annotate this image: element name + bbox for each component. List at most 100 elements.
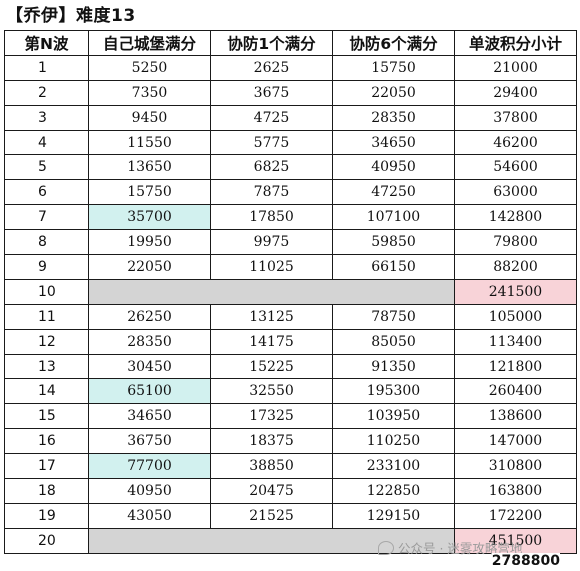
assist1-cell: 17325 bbox=[210, 403, 333, 430]
own-castle-cell: 30450 bbox=[88, 353, 211, 380]
wave-cell: 12 bbox=[4, 328, 89, 355]
sheet-title: 【乔伊】难度13 bbox=[6, 6, 136, 26]
wave-cell: 8 bbox=[4, 229, 89, 256]
table-row: 14 65100 32550 195300 260400 bbox=[4, 378, 577, 405]
wechat-icon bbox=[378, 541, 394, 555]
watermark: 公众号 · 迷雾攻略营地 bbox=[378, 538, 522, 557]
table-row: 12 28350 14175 85050 113400 bbox=[4, 328, 577, 355]
table-row: 16 36750 18375 110250 147000 bbox=[4, 428, 577, 455]
assist6-cell: 28350 bbox=[332, 104, 455, 131]
header-subtotal: 单波积分小计 bbox=[454, 30, 577, 56]
own-castle-cell: 65100 bbox=[88, 378, 211, 405]
header-row: 第N波 自己城堡满分 协防1个满分 协防6个满分 单波积分小计 bbox=[4, 30, 577, 56]
assist6-cell: 122850 bbox=[332, 478, 455, 504]
own-castle-cell: 7350 bbox=[88, 79, 211, 106]
table-row: 18 40950 20475 122850 163800 bbox=[4, 478, 577, 504]
watermark-text: 公众号 · 迷雾攻略营地 bbox=[398, 541, 523, 556]
assist6-cell: 91350 bbox=[332, 353, 455, 380]
subtotal-cell: 241500 bbox=[454, 278, 577, 305]
table-row: 19 43050 21525 129150 172200 bbox=[4, 502, 577, 529]
subtotal-cell: 46200 bbox=[454, 129, 577, 156]
assist6-cell: 78750 bbox=[332, 303, 455, 330]
assist6-cell: 233100 bbox=[332, 453, 455, 480]
own-castle-cell: 28350 bbox=[88, 328, 211, 355]
subtotal-cell: 142800 bbox=[454, 204, 577, 231]
assist6-cell: 40950 bbox=[332, 154, 455, 181]
assist1-cell: 3675 bbox=[210, 79, 333, 106]
table-row: 2 7350 3675 22050 29400 bbox=[4, 79, 577, 106]
table-row: 5 13650 6825 40950 54600 bbox=[4, 154, 577, 181]
assist1-cell: 9975 bbox=[210, 229, 333, 256]
assist1-cell: 6825 bbox=[210, 154, 333, 181]
wave-cell: 9 bbox=[4, 254, 89, 280]
subtotal-cell: 121800 bbox=[454, 353, 577, 380]
wave-cell: 17 bbox=[4, 453, 89, 480]
header-assist-6: 协防6个满分 bbox=[332, 30, 455, 56]
subtotal-cell: 54600 bbox=[454, 154, 577, 181]
assist6-cell: 107100 bbox=[332, 204, 455, 231]
own-castle-cell: 15750 bbox=[88, 179, 211, 206]
own-castle-cell: 77700 bbox=[88, 453, 211, 480]
score-table: 第N波 自己城堡满分 协防1个满分 协防6个满分 单波积分小计 1 5250 262… bbox=[4, 30, 577, 554]
assist6-cell: 85050 bbox=[332, 328, 455, 355]
header-wave: 第N波 bbox=[4, 30, 89, 56]
assist1-cell: 17850 bbox=[210, 204, 333, 231]
wave-cell: 16 bbox=[4, 428, 89, 455]
assist1-cell: 7875 bbox=[210, 179, 333, 206]
grand-total: 2788800 bbox=[491, 553, 560, 569]
wave-cell: 5 bbox=[4, 154, 89, 181]
subtotal-cell: 21000 bbox=[454, 54, 577, 81]
assist1-cell: 2625 bbox=[210, 54, 333, 81]
own-castle-cell: 35700 bbox=[88, 204, 211, 231]
subtotal-cell: 138600 bbox=[454, 403, 577, 430]
assist6-cell: 103950 bbox=[332, 403, 455, 430]
wave-cell: 10 bbox=[4, 278, 89, 305]
table-row: 15 34650 17325 103950 138600 bbox=[4, 403, 577, 430]
own-castle-cell: 43050 bbox=[88, 502, 211, 529]
wave-cell: 2 bbox=[4, 79, 89, 106]
merged-empty-cell bbox=[88, 278, 455, 305]
subtotal-cell: 79800 bbox=[454, 229, 577, 256]
table-row: 9 22050 11025 66150 88200 bbox=[4, 254, 577, 280]
assist6-cell: 47250 bbox=[332, 179, 455, 206]
own-castle-cell: 22050 bbox=[88, 254, 211, 280]
wave-cell: 4 bbox=[4, 129, 89, 156]
subtotal-cell: 88200 bbox=[454, 254, 577, 280]
assist6-cell: 59850 bbox=[332, 229, 455, 256]
assist1-cell: 32550 bbox=[210, 378, 333, 405]
subtotal-cell: 113400 bbox=[454, 328, 577, 355]
table-row: 7 35700 17850 107100 142800 bbox=[4, 204, 577, 231]
wave-cell: 14 bbox=[4, 378, 89, 405]
own-castle-cell: 34650 bbox=[88, 403, 211, 430]
own-castle-cell: 13650 bbox=[88, 154, 211, 181]
header-own-castle: 自己城堡满分 bbox=[88, 30, 211, 56]
wave-cell: 7 bbox=[4, 204, 89, 231]
own-castle-cell: 40950 bbox=[88, 478, 211, 504]
wave-cell: 6 bbox=[4, 179, 89, 206]
assist6-cell: 110250 bbox=[332, 428, 455, 455]
assist6-cell: 129150 bbox=[332, 502, 455, 529]
subtotal-cell: 147000 bbox=[454, 428, 577, 455]
wave-cell: 13 bbox=[4, 353, 89, 380]
assist1-cell: 21525 bbox=[210, 502, 333, 529]
subtotal-cell: 172200 bbox=[454, 502, 577, 529]
subtotal-cell: 105000 bbox=[454, 303, 577, 330]
own-castle-cell: 19950 bbox=[88, 229, 211, 256]
own-castle-cell: 5250 bbox=[88, 54, 211, 81]
wave-cell: 15 bbox=[4, 403, 89, 430]
table-row: 6 15750 7875 47250 63000 bbox=[4, 179, 577, 206]
own-castle-cell: 26250 bbox=[88, 303, 211, 330]
table-row: 8 19950 9975 59850 79800 bbox=[4, 229, 577, 256]
subtotal-cell: 451500 bbox=[454, 527, 577, 554]
assist6-cell: 15750 bbox=[332, 54, 455, 81]
assist1-cell: 13125 bbox=[210, 303, 333, 330]
assist1-cell: 5775 bbox=[210, 129, 333, 156]
wave-cell: 3 bbox=[4, 104, 89, 131]
table-row: 4 11550 5775 34650 46200 bbox=[4, 129, 577, 156]
table-row: 17 77700 38850 233100 310800 bbox=[4, 453, 577, 480]
table-row: 1 5250 2625 15750 21000 bbox=[4, 54, 577, 81]
subtotal-cell: 29400 bbox=[454, 79, 577, 106]
assist6-cell: 195300 bbox=[332, 378, 455, 405]
assist1-cell: 15225 bbox=[210, 353, 333, 380]
own-castle-cell: 9450 bbox=[88, 104, 211, 131]
